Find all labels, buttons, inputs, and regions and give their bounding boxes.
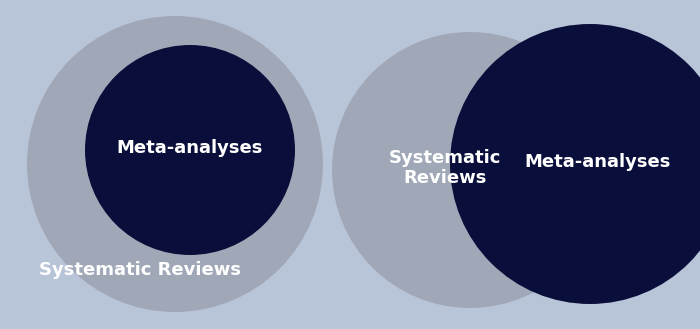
Text: Meta-analyses: Meta-analyses <box>525 153 671 171</box>
Text: Systematic
Reviews: Systematic Reviews <box>389 149 501 188</box>
Circle shape <box>27 16 323 312</box>
Circle shape <box>332 32 608 308</box>
Text: Systematic Reviews: Systematic Reviews <box>39 261 241 279</box>
Circle shape <box>85 45 295 255</box>
Circle shape <box>450 24 700 304</box>
Text: Meta-analyses: Meta-analyses <box>117 139 263 157</box>
